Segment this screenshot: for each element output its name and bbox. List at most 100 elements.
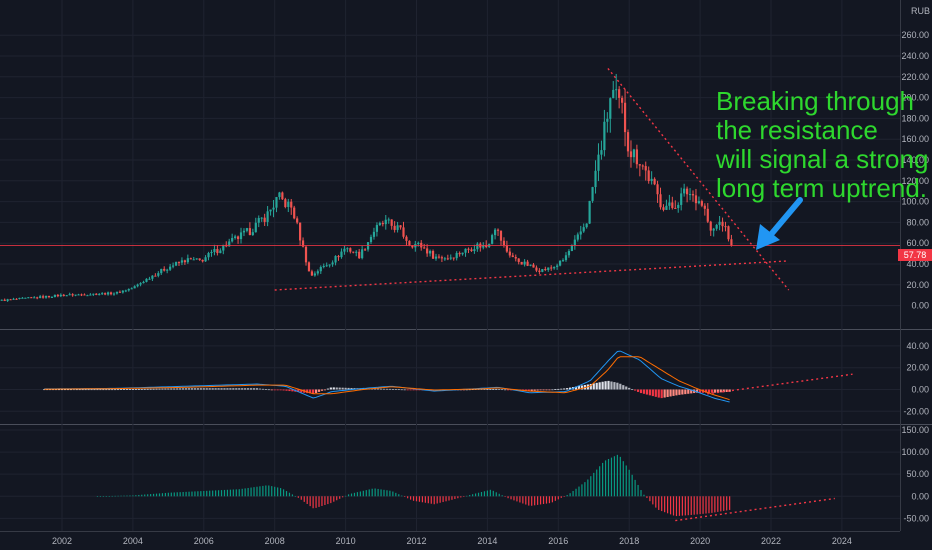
macd-histogram-bar bbox=[563, 388, 566, 390]
oscillator-bar bbox=[578, 486, 580, 497]
macd-histogram-bar bbox=[468, 389, 471, 391]
oscillator-bar bbox=[155, 493, 158, 497]
candle-body bbox=[204, 257, 207, 262]
oscillator-bar bbox=[717, 496, 719, 512]
macd-histogram-bar bbox=[684, 389, 687, 395]
macd-histogram-bar bbox=[557, 388, 560, 390]
oscillator-bar bbox=[200, 491, 202, 497]
macd-histogram-bar bbox=[527, 389, 530, 392]
macd-histogram-bar bbox=[725, 389, 728, 392]
macd-histogram-bar bbox=[119, 389, 123, 390]
candle-body bbox=[231, 237, 234, 242]
candle-body bbox=[284, 199, 287, 207]
candle-body bbox=[582, 227, 585, 232]
oscillator-bar bbox=[347, 494, 350, 497]
oscillator-bar bbox=[321, 496, 323, 506]
candle-body bbox=[234, 236, 237, 238]
candle-body bbox=[304, 246, 308, 263]
candle-body bbox=[112, 293, 116, 295]
grid-lines bbox=[0, 0, 932, 532]
oscillator-bar bbox=[161, 493, 164, 497]
macd-histogram-bar bbox=[288, 389, 291, 392]
candle-body bbox=[473, 249, 476, 252]
oscillator-bar bbox=[226, 489, 229, 497]
candle-body bbox=[83, 294, 86, 296]
x-tick-label: 2022 bbox=[761, 536, 781, 546]
oscillator-bar bbox=[531, 496, 533, 506]
oscillator-bar bbox=[537, 496, 539, 505]
macd-histogram-bar bbox=[681, 389, 684, 395]
oscillator-bar bbox=[123, 495, 125, 497]
macd-histogram-bar bbox=[660, 389, 663, 399]
oscillator-bar bbox=[643, 494, 645, 497]
macd-histogram-bar bbox=[232, 388, 235, 390]
oscillator-bar bbox=[572, 490, 574, 497]
candle-body bbox=[27, 297, 30, 299]
candle-body bbox=[635, 149, 638, 165]
candle-body bbox=[257, 218, 260, 223]
candle-body bbox=[677, 204, 680, 209]
macd-histogram-bar bbox=[406, 389, 409, 391]
oscillator-bar bbox=[339, 496, 341, 499]
candle-body bbox=[44, 295, 48, 298]
candle-body bbox=[449, 257, 452, 259]
oscillator-bar bbox=[442, 496, 444, 503]
oscillator-bar bbox=[158, 493, 161, 497]
candle-body bbox=[567, 251, 571, 256]
macd-histogram-bar bbox=[675, 389, 678, 396]
macd-histogram-bar bbox=[270, 389, 273, 391]
candle-body bbox=[493, 229, 497, 236]
oscillator-bar bbox=[345, 495, 347, 497]
oscillator-bar bbox=[117, 495, 119, 497]
oscillator-bar bbox=[622, 461, 624, 497]
macd-histogram-bar bbox=[164, 388, 167, 390]
macd-histogram-bar bbox=[498, 389, 501, 390]
x-tick-label: 2016 bbox=[548, 536, 568, 546]
macd-histogram-bar bbox=[43, 389, 46, 391]
oscillator-bar bbox=[548, 496, 551, 504]
macd-histogram-bar bbox=[341, 387, 344, 390]
oscillator-bar bbox=[625, 465, 627, 497]
macd-histogram-bar bbox=[592, 383, 595, 390]
macd-histogram-bar bbox=[412, 389, 415, 391]
macd-histogram-bar bbox=[642, 389, 646, 394]
macd-histogram-bar bbox=[376, 388, 380, 390]
candle-body bbox=[378, 223, 381, 226]
oscillator-bar bbox=[699, 496, 701, 515]
macd-histogram-bar bbox=[114, 389, 117, 391]
macd-histogram-bar bbox=[158, 388, 161, 390]
oscillator-bar bbox=[696, 496, 698, 515]
oscillator-bar bbox=[220, 490, 223, 497]
oscillator-bar bbox=[235, 489, 237, 497]
y-tick-label: 260.00 bbox=[901, 30, 929, 40]
candle-body bbox=[544, 269, 547, 271]
oscillator-bar bbox=[389, 490, 391, 497]
macd-histogram-bar bbox=[394, 389, 397, 390]
oscillator-bar bbox=[392, 491, 394, 497]
candle-body bbox=[213, 248, 216, 253]
oscillator-bar bbox=[244, 488, 246, 497]
oscillator-bar bbox=[661, 496, 663, 512]
macd-histogram-bar bbox=[297, 389, 300, 393]
candle-body bbox=[579, 231, 582, 235]
macd-histogram-bar bbox=[539, 389, 542, 391]
oscillator-bar bbox=[362, 490, 364, 497]
macd-histogram-bar bbox=[696, 389, 699, 393]
candle-body bbox=[50, 296, 54, 298]
candle-body bbox=[263, 217, 266, 222]
candle-body bbox=[183, 260, 186, 263]
macd-histogram-bar bbox=[247, 388, 250, 390]
candle-body bbox=[452, 257, 455, 259]
oscillator-bar bbox=[726, 496, 728, 511]
candle-body bbox=[520, 261, 523, 265]
candle-body bbox=[293, 207, 296, 219]
macd-histogram-bar bbox=[60, 389, 64, 391]
macd-histogram-bar bbox=[105, 389, 108, 391]
candle-body bbox=[712, 228, 715, 231]
candle-body bbox=[621, 97, 624, 103]
candle-body bbox=[644, 166, 647, 171]
candle-body bbox=[623, 102, 627, 133]
oscillator-bar bbox=[513, 496, 515, 501]
oscillator-bar bbox=[545, 496, 548, 504]
macd-histogram-bar bbox=[332, 387, 335, 390]
